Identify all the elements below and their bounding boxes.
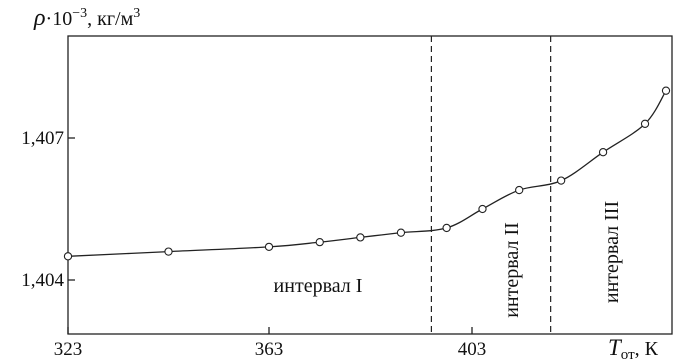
y-tick-label: 1,404	[21, 270, 64, 291]
data-point	[264, 242, 274, 252]
x-tick-label: 403	[458, 339, 487, 359]
interval-label-1: интервал I	[274, 275, 363, 297]
x-tick-label: 363	[255, 339, 284, 359]
data-point	[356, 233, 365, 242]
data-point	[661, 86, 671, 95]
data-point	[63, 252, 73, 261]
interval-label-3: интервал III	[601, 201, 623, 303]
data-point	[556, 176, 566, 185]
data-point	[396, 228, 406, 237]
x-axis-title: Tот, К	[608, 335, 659, 359]
plot-frame	[67, 35, 673, 335]
data-point	[640, 119, 650, 128]
data-point	[315, 237, 324, 247]
interval-label-2: интервал II	[501, 222, 523, 318]
data-point	[442, 223, 451, 233]
data-point	[164, 247, 173, 256]
data-point	[598, 148, 608, 157]
data-point	[515, 185, 524, 195]
x-tick-label: 323	[54, 339, 83, 359]
data-point	[478, 204, 487, 214]
y-axis-title: ρ·10−3, кг/м3	[33, 5, 140, 31]
y-tick-label: 1,407	[21, 128, 64, 149]
density-curve	[67, 90, 667, 257]
